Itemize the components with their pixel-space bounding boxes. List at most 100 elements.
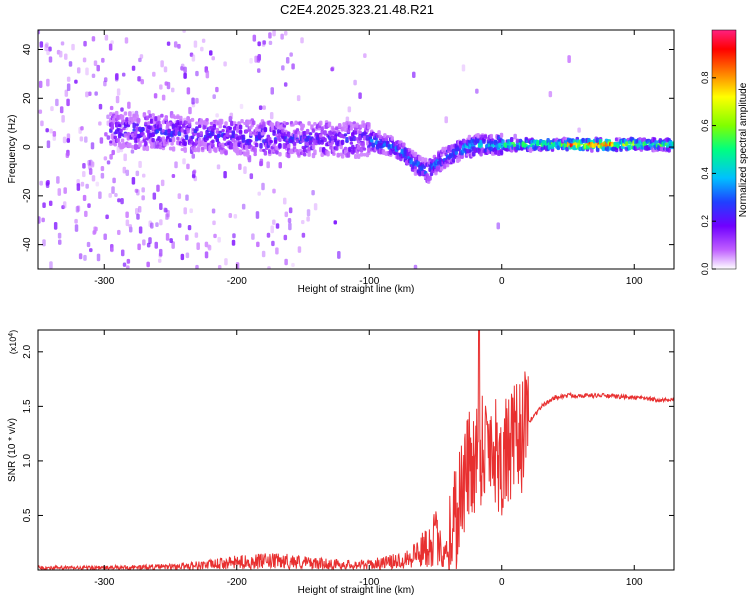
heatmap-cell <box>353 153 358 159</box>
heatmap-cell <box>479 139 483 146</box>
heatmap-cell <box>565 146 569 152</box>
heatmap-cell <box>212 124 217 128</box>
heatmap-cell <box>177 131 182 137</box>
heatmap-cell <box>281 128 285 133</box>
heatmap-cell <box>61 205 65 210</box>
heatmap-cell <box>313 149 317 156</box>
heatmap-cell <box>114 73 119 82</box>
heatmap-cell <box>413 165 418 170</box>
heatmap-cell <box>93 60 98 66</box>
heatmap-cell <box>306 216 310 222</box>
heatmap-cell <box>326 150 330 157</box>
heatmap-cell <box>176 136 180 141</box>
heatmap-cell <box>211 139 215 144</box>
heatmap-cell <box>38 30 41 35</box>
heatmap-cell <box>377 130 381 136</box>
heatmap-cell <box>343 126 348 132</box>
heatmap-cell <box>461 64 466 72</box>
heatmap-cell <box>253 147 257 154</box>
heatmap-cell <box>243 151 247 156</box>
heatmap-cell <box>251 120 256 126</box>
colorbar-gradient <box>711 29 737 270</box>
heatmap-cell <box>285 121 289 125</box>
heatmap-cell <box>191 54 196 62</box>
heatmap-cell <box>135 127 139 132</box>
heatmap-cell <box>101 57 105 63</box>
heatmap-cell <box>185 234 189 241</box>
heatmap-cell <box>216 164 221 170</box>
heatmap-cell <box>106 114 110 120</box>
heatmap-cell <box>183 72 187 79</box>
heatmap-cell <box>224 258 228 266</box>
y-tick-label: 40 <box>22 44 33 56</box>
heatmap-cell <box>278 142 282 149</box>
heatmap-cell <box>148 125 152 130</box>
heatmap-cell <box>361 142 365 149</box>
heatmap-cell <box>272 219 276 225</box>
heatmap-cell <box>229 112 234 120</box>
heatmap-cell <box>262 121 266 126</box>
heatmap-cell <box>147 110 151 115</box>
heatmap-cell <box>221 142 225 148</box>
heatmap-cell <box>61 115 65 123</box>
heatmap-cell <box>115 95 120 104</box>
heatmap-cell <box>87 160 92 169</box>
heatmap-cell <box>340 153 345 159</box>
heatmap-cell <box>460 154 464 160</box>
heatmap-cell <box>149 118 154 124</box>
heatmap-cell <box>335 126 339 131</box>
heatmap-cell <box>150 222 154 229</box>
heatmap-cell <box>128 224 133 229</box>
heatmap-cell <box>171 173 176 178</box>
heatmap-cell <box>58 50 63 58</box>
heatmap-cell <box>115 73 119 80</box>
heatmap-cell <box>205 120 209 125</box>
heatmap-cell <box>138 57 142 63</box>
heatmap-cell <box>142 135 147 139</box>
heatmap-cell <box>63 187 67 194</box>
heatmap-cell <box>301 123 306 128</box>
x-tick-label: -200 <box>227 276 247 287</box>
heatmap-cell <box>235 129 240 133</box>
heatmap-cell <box>267 266 271 269</box>
heatmap-cell <box>189 208 193 214</box>
heatmap-cell <box>278 138 282 143</box>
heatmap-cell <box>295 138 300 144</box>
heatmap-cell <box>113 142 117 147</box>
heatmap-frame <box>37 29 675 270</box>
heatmap-cell <box>205 118 209 122</box>
heatmap-cell <box>267 149 272 154</box>
heatmap-cell <box>447 147 451 152</box>
heatmap-cell <box>439 166 444 171</box>
heatmap-cell <box>343 133 348 137</box>
heatmap-cell <box>191 97 195 105</box>
heatmap-cell <box>221 129 225 133</box>
heatmap-cell <box>311 144 316 150</box>
heatmap-cell <box>287 218 292 224</box>
heatmap-cell <box>193 147 198 153</box>
heatmap-cell <box>225 132 230 137</box>
heatmap-cell <box>249 173 254 180</box>
heatmap-cell <box>170 87 175 93</box>
snr-series-line <box>38 330 674 570</box>
heatmap-cell <box>291 63 295 70</box>
heatmap-cell <box>160 60 164 68</box>
heatmap-cell <box>91 36 96 42</box>
heatmap-cell <box>111 149 115 156</box>
heatmap-cell <box>149 144 154 149</box>
heatmap-cell <box>625 141 629 147</box>
heatmap-cell <box>291 123 295 127</box>
heatmap-cell <box>272 188 276 194</box>
heatmap-cell <box>104 132 108 137</box>
heatmap-cell <box>110 40 114 45</box>
heatmap-cell <box>413 264 418 269</box>
x-tick-label: -200 <box>227 577 247 588</box>
heatmap-cell <box>195 264 199 269</box>
heatmap-cell <box>291 262 295 268</box>
heatmap-cell <box>66 98 70 107</box>
heatmap-cell <box>409 159 413 165</box>
heatmap-cell <box>144 121 148 126</box>
heatmap-cell <box>133 131 138 137</box>
heatmap-cell <box>173 115 177 120</box>
heatmap-cell <box>52 131 57 137</box>
